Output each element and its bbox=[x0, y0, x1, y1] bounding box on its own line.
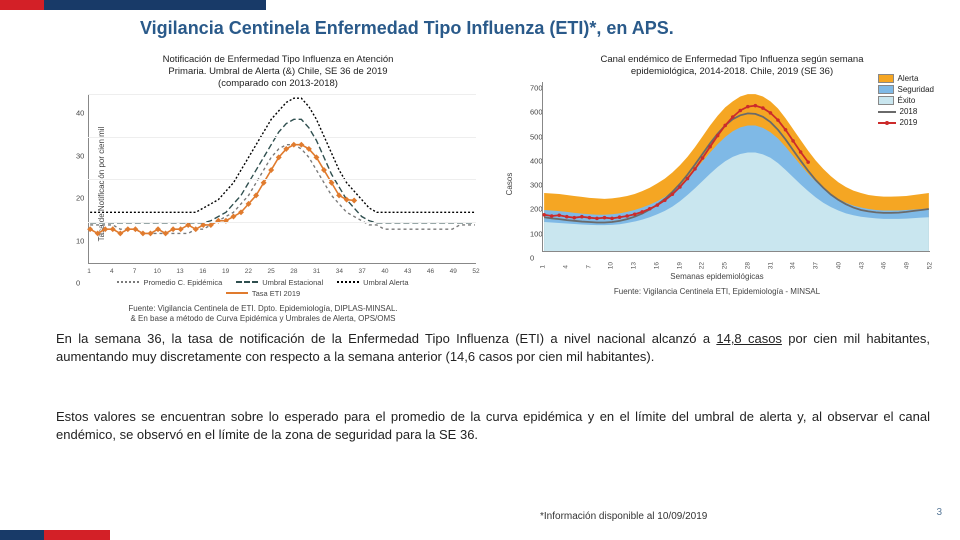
charts-row: Notificación de Enfermedad Tipo Influenz… bbox=[40, 54, 940, 314]
page-number: 3 bbox=[936, 507, 942, 518]
chart-right-source: Fuente: Vigilancia Centinela ETI, Epidem… bbox=[494, 287, 940, 297]
header-strip bbox=[0, 0, 266, 10]
chart-right-title: Canal endémico de Enfermedad Tipo Influe… bbox=[494, 54, 940, 82]
chart-right-legend: AlertaSeguridadÉxito20182019 bbox=[878, 74, 934, 129]
chart-right-plot: 147101316192225283134374043464952 bbox=[542, 82, 930, 252]
footer-strip bbox=[0, 530, 110, 540]
chart-right-ylabel: Casos bbox=[505, 173, 514, 196]
chart-left-title: Notificación de Enfermedad Tipo Influenz… bbox=[40, 54, 486, 94]
page-title: Vigilancia Centinela Enfermedad Tipo Inf… bbox=[140, 18, 674, 39]
chart-right: Canal endémico de Enfermedad Tipo Influe… bbox=[494, 54, 940, 314]
paragraph-2: Estos valores se encuentran sobre lo esp… bbox=[56, 408, 930, 443]
footnote: *Información disponible al 10/09/2019 bbox=[540, 511, 707, 522]
paragraph-1: En la semana 36, la tasa de notificación… bbox=[56, 330, 930, 365]
chart-right-xlabel: Semanas epidemiológicas bbox=[494, 272, 940, 281]
chart-left: Notificación de Enfermedad Tipo Influenz… bbox=[40, 54, 486, 314]
chart-left-legend: Promedio C. EpidémicaUmbral EstacionalUm… bbox=[40, 278, 486, 298]
chart-left-source: Fuente: Vigilancia Centinela de ETI. Dpt… bbox=[40, 304, 486, 325]
